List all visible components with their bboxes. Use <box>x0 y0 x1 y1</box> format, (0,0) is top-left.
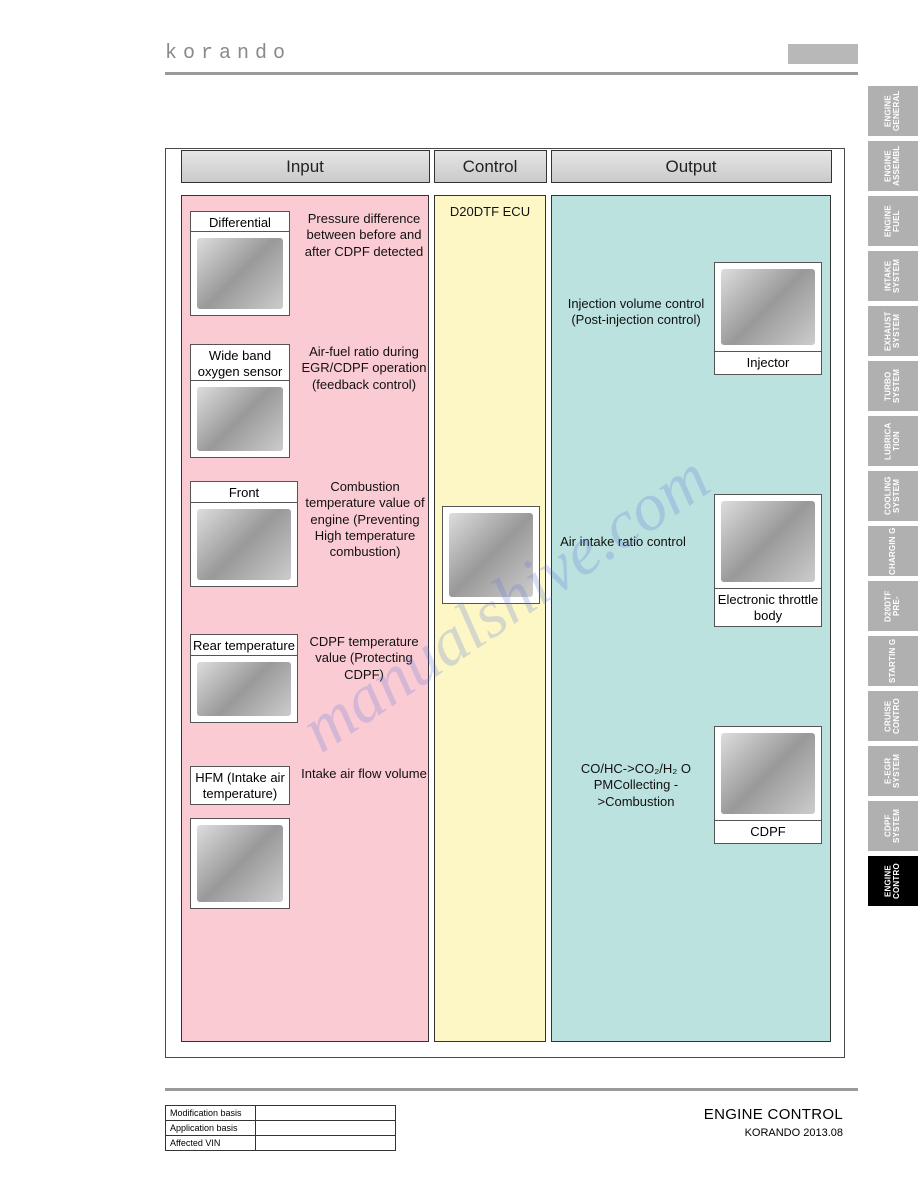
table-row: Application basis <box>166 1121 396 1136</box>
output-image-injector <box>714 262 822 352</box>
side-tab[interactable]: INTAKE SYSTEM <box>868 251 918 301</box>
output-desc: Air intake ratio control <box>558 534 688 550</box>
side-tab[interactable]: ENGINE GENERAL <box>868 86 918 136</box>
footer-row-value <box>256 1121 396 1136</box>
side-tab[interactable]: ENGINE ASSEMBL <box>868 141 918 191</box>
footer-row-value <box>256 1106 396 1121</box>
output-image-cdpf <box>714 726 822 821</box>
side-tab[interactable]: D20DTF PRE- <box>868 581 918 631</box>
input-desc: CDPF temperature value (Protecting CDPF) <box>301 634 427 683</box>
input-image-differential <box>190 231 290 316</box>
side-tab[interactable]: ENGINE FUEL <box>868 196 918 246</box>
output-image-throttle <box>714 494 822 589</box>
footer-row-label: Modification basis <box>166 1106 256 1121</box>
control-label: D20DTF ECU <box>435 204 545 220</box>
output-label: CDPF <box>714 821 822 844</box>
side-tab[interactable]: CRUISE CONTRO <box>868 691 918 741</box>
input-image-hfm <box>190 818 290 909</box>
side-tab[interactable]: COOLING SYSTEM <box>868 471 918 521</box>
input-desc: Air-fuel ratio during EGR/CDPF operation… <box>301 344 427 393</box>
input-image-o2sensor <box>190 380 290 458</box>
header-gray-box <box>788 44 858 64</box>
output-header: Output <box>551 150 832 183</box>
table-row: Modification basis <box>166 1106 396 1121</box>
footer-row-label: Application basis <box>166 1121 256 1136</box>
output-label: Electronic throttle body <box>714 589 822 627</box>
header-rule <box>165 72 858 75</box>
input-header: Input <box>181 150 430 183</box>
input-image-front-temp <box>190 502 298 587</box>
side-tab[interactable]: LUBRICA TION <box>868 416 918 466</box>
output-column: Output Injector Injection volume control… <box>551 195 831 1042</box>
input-label: HFM (Intake air temperature) <box>190 766 290 805</box>
input-desc: Combustion temperature value of engine (… <box>301 479 429 560</box>
input-image-rear-temp <box>190 655 298 723</box>
control-image-ecu <box>442 506 540 604</box>
brand-logo: korando <box>165 42 291 65</box>
control-column: Control D20DTF ECU <box>434 195 546 1042</box>
side-tab[interactable]: EXHAUST SYSTEM <box>868 306 918 356</box>
page-header: korando <box>165 42 858 65</box>
side-tab[interactable]: STARTIN G <box>868 636 918 686</box>
output-label: Injector <box>714 352 822 375</box>
footer-rule <box>165 1088 858 1091</box>
input-desc: Intake air flow volume <box>301 766 427 782</box>
footer-table: Modification basis Application basis Aff… <box>165 1105 396 1151</box>
output-desc: Injection volume control (Post-injection… <box>558 296 714 329</box>
table-row: Affected VIN <box>166 1136 396 1151</box>
input-column: Input Differential Pressure difference b… <box>181 195 429 1042</box>
side-tab[interactable]: ENGINE CONTRO <box>868 856 918 906</box>
footer-row-value <box>256 1136 396 1151</box>
side-tabs: ENGINE GENERALENGINE ASSEMBLENGINE FUELI… <box>868 86 918 906</box>
footer-sub: KORANDO 2013.08 <box>704 1127 843 1139</box>
diagram-frame: Input Differential Pressure difference b… <box>165 148 845 1058</box>
control-header: Control <box>434 150 547 183</box>
side-tab[interactable]: CHARGIN G <box>868 526 918 576</box>
side-tab[interactable]: CDPF SYSTEM <box>868 801 918 851</box>
footer-row-label: Affected VIN <box>166 1136 256 1151</box>
footer-title: ENGINE CONTROL <box>704 1106 843 1123</box>
footer-right: ENGINE CONTROL KORANDO 2013.08 <box>704 1106 843 1139</box>
input-label: Wide band oxygen sensor <box>190 344 290 383</box>
input-desc: Pressure difference between before and a… <box>301 211 427 260</box>
side-tab[interactable]: E-EGR SYSTEM <box>868 746 918 796</box>
side-tab[interactable]: TURBO SYSTEM <box>868 361 918 411</box>
output-desc: CO/HC->CO₂/H₂ O PMCollecting ->Combustio… <box>558 761 714 810</box>
